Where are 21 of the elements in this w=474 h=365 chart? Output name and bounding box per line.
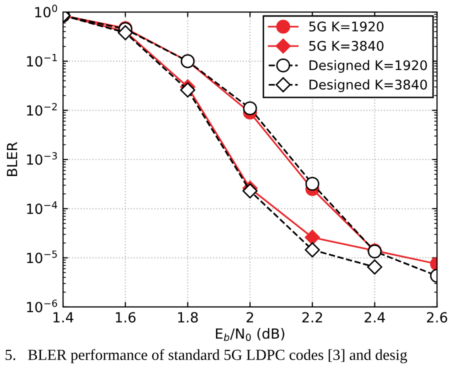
y-tick-label: 10$^{−6}$: [27, 300, 58, 312]
x-tick-label: 2.4: [364, 312, 385, 322]
x-tick-label: 1.8: [178, 312, 198, 323]
x-tick-label: 1.4: [54, 312, 74, 322]
x-axis-title: E$_{b}$/N$_{0}$ (dB): [216, 328, 284, 342]
x-tick-label: 2.2: [302, 312, 322, 322]
legend-label: Designed K=1920: [310, 60, 427, 73]
legend-label: Designed K=3840: [310, 79, 427, 92]
y-tick-label: 10$^{−2}$: [27, 102, 57, 116]
y-tick-label: 10$^{0}$: [35, 4, 58, 18]
legend-label: 5G K=3840: [309, 40, 384, 51]
y-tick-label: 10$^{−4}$: [27, 201, 58, 214]
x-tick-label: 2: [246, 312, 254, 322]
x-tick-label: 2.6: [427, 312, 448, 323]
y-tick-label: 10$^{−3}$: [27, 152, 57, 165]
y-axis-title: BLER: [6, 142, 18, 176]
x-tick-label: 1.6: [116, 312, 136, 323]
text: 5. BLER performance of standard 5G LDPC codes [3] and desig: [6, 349, 408, 364]
y-tick-label: 10$^{−1}$: [27, 54, 57, 67]
legend-label: 5G K=1920: [309, 22, 384, 32]
y-tick-label: 10$^{−5}$: [27, 250, 57, 264]
